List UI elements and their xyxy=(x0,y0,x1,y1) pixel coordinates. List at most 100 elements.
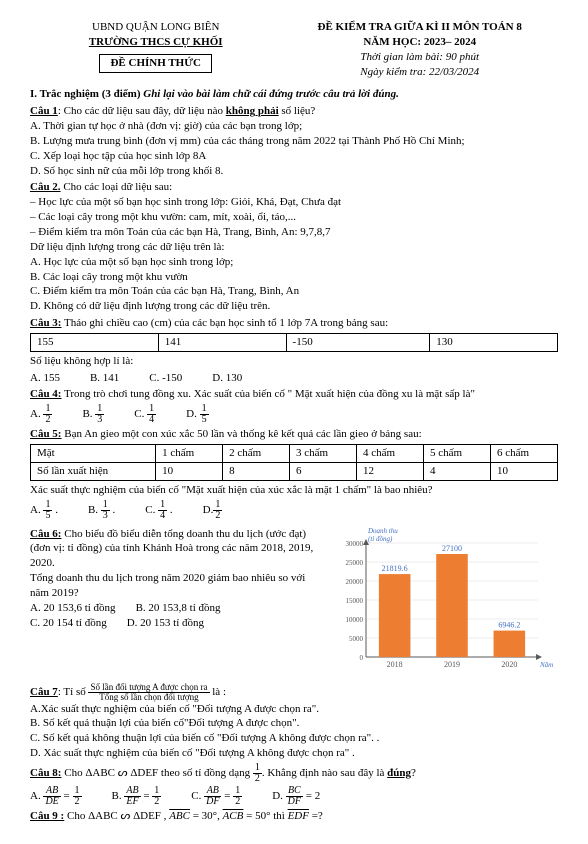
q5-b-d: 3 xyxy=(101,511,110,521)
q6-q: Tổng doanh thu du lịch trong năm 2020 gi… xyxy=(30,571,316,601)
q3-q: Số liệu không hợp lí là: xyxy=(30,354,558,369)
q6-a: A. 20 153,6 tỉ đồng xyxy=(30,601,116,616)
q5-r6: 10 xyxy=(490,462,557,480)
q4-c-d: 4 xyxy=(147,415,156,425)
svg-text:15000: 15000 xyxy=(346,597,364,605)
q3-table: 155 141 -150 130 xyxy=(30,333,558,352)
q2-text: Cho các loại dữ liệu sau: xyxy=(61,181,173,193)
q8-bf-d: EF xyxy=(124,797,140,807)
q8-text3: ? xyxy=(411,767,416,779)
q3-c3: 130 xyxy=(430,333,558,351)
q9-eq3: =? xyxy=(309,810,323,822)
svg-text:27100: 27100 xyxy=(442,544,462,553)
q1-d: D. Số học sinh nữ của mỗi lớp trong khối… xyxy=(30,164,558,179)
q8-d-l: D. xyxy=(272,790,285,802)
q5-a-n: 1 xyxy=(43,500,52,511)
q7-text2: là : xyxy=(212,686,226,698)
svg-text:2020: 2020 xyxy=(501,660,517,669)
svg-text:5000: 5000 xyxy=(349,635,364,643)
svg-text:2019: 2019 xyxy=(444,660,460,669)
svg-text:30000: 30000 xyxy=(346,540,364,548)
q3-c2: -150 xyxy=(286,333,430,351)
q7: Câu 7: Tỉ số Số lần đối tượng A được chọ… xyxy=(30,683,558,702)
q4-b-d: 3 xyxy=(95,415,104,425)
q5-h2: 2 chấm xyxy=(223,445,290,463)
q5-a-l: A. xyxy=(30,504,41,516)
svg-text:20000: 20000 xyxy=(346,578,364,586)
q8-text2: . Khẳng định nào sau đây là xyxy=(262,767,387,779)
q4-a-l: A. xyxy=(30,408,41,420)
q8-opts: A. ABDE = 12 B. ABEF = 12 C. ABDF = 12 D… xyxy=(30,786,558,807)
svg-text:10000: 10000 xyxy=(346,616,364,624)
exam-date: Ngày kiểm tra: 22/03/2024 xyxy=(281,65,558,80)
q8-k-d: 2 xyxy=(253,774,262,784)
q3-text: Tháo ghi chiều cao (cm) của các bạn học … xyxy=(61,317,388,329)
q8-label: Câu 8: xyxy=(30,767,61,779)
q8-ceq: = xyxy=(221,790,233,802)
q8-emph: đúng xyxy=(387,767,411,779)
q4-d: D. 15 xyxy=(186,404,208,425)
q8-av-d: 2 xyxy=(73,797,82,807)
q8-aeq: = xyxy=(61,790,73,802)
q1: Câu 1: Cho các dữ liệu sau đây, dữ liệu … xyxy=(30,104,558,119)
q1-label: Câu 1 xyxy=(30,105,58,117)
year: NĂM HỌC: 2023– 2024 xyxy=(281,35,558,50)
q8-bv-d: 2 xyxy=(152,797,161,807)
q5-d-n: 1 xyxy=(213,500,222,511)
q5-d: D.12 xyxy=(203,500,223,521)
q5-r0: Số lần xuất hiện xyxy=(31,462,156,480)
svg-text:2018: 2018 xyxy=(387,660,403,669)
q4-b-l: B. xyxy=(82,408,92,420)
q8-deq: = 2 xyxy=(303,790,320,802)
q8-c: C. ABDF = 12 xyxy=(191,786,242,807)
q8-df-d: DF xyxy=(286,797,303,807)
q5-h6: 6 chấm xyxy=(490,445,557,463)
exam-title: ĐỀ KIỂM TRA GIỮA KÌ II MÔN TOÁN 8 xyxy=(281,20,558,35)
q5-h4: 4 chấm xyxy=(357,445,424,463)
q8-text1: Cho ΔABC ᔕ ΔDEF theo số tỉ đồng dạng xyxy=(61,767,252,779)
q8-a-l: A. xyxy=(30,790,43,802)
district: UBND QUẬN LONG BIÊN xyxy=(30,20,281,35)
header: UBND QUẬN LONG BIÊN TRƯỜNG THCS CỰ KHỐI … xyxy=(30,20,558,79)
q5-r4: 12 xyxy=(357,462,424,480)
q9-ang2: ACB xyxy=(223,810,244,822)
q5-a-d: 5 xyxy=(43,511,52,521)
q2: Câu 2. Cho các loại dữ liệu sau: xyxy=(30,180,558,195)
q3-opts: A. 155 B. 141 C. -150 D. 130 xyxy=(30,371,558,386)
q3-d: D. 130 xyxy=(212,371,242,386)
q7-text1: : Tỉ số xyxy=(58,686,89,698)
q5-c-l: C. xyxy=(145,504,155,516)
q9: Câu 9 : Cho ΔABC ᔕ ΔDEF , ABC = 30°, ACB… xyxy=(30,809,558,824)
svg-text:Năm: Năm xyxy=(539,661,553,669)
q5-b-n: 1 xyxy=(101,500,110,511)
q6-text: Cho biểu đồ biểu diễn tổng doanh thu du … xyxy=(30,528,313,570)
q9-text1: Cho ΔABC ᔕ ΔDEF , xyxy=(64,810,169,822)
q5-q: Xác suất thực nghiệm của biến cố "Mặt xu… xyxy=(30,483,558,498)
q5-h3: 3 chấm xyxy=(290,445,357,463)
q4-a-d: 2 xyxy=(43,415,52,425)
q9-eq1: = 30°, xyxy=(190,810,223,822)
q5-h0: Mặt xyxy=(31,445,156,463)
q7-c: C. Số kết quả không thuận lợi của biến c… xyxy=(30,731,558,746)
q5-text: Bạn An gieo một con xúc xắc 50 lần và th… xyxy=(61,428,421,440)
revenue-chart: 050001000015000200002500030000Doanh thu(… xyxy=(328,525,558,675)
school: TRƯỜNG THCS CỰ KHỐI xyxy=(30,35,281,50)
q6-b: B. 20 153,8 tỉ đồng xyxy=(136,601,221,616)
q5-opts: A. 15 . B. 13 . C. 14 . D.12 xyxy=(30,500,558,521)
q5-d-d: 2 xyxy=(213,511,222,521)
q3-a: A. 155 xyxy=(30,371,60,386)
svg-text:Doanh thu: Doanh thu xyxy=(367,527,398,535)
q8-c-l: C. xyxy=(191,790,204,802)
q5: Câu 5: Bạn An gieo một con xúc xắc 50 lầ… xyxy=(30,427,558,442)
q7-label: Câu 7 xyxy=(30,686,58,698)
q3-label: Câu 3: xyxy=(30,317,61,329)
q6-d: D. 20 153 tỉ đồng xyxy=(127,616,204,631)
q9-ang3: EDF xyxy=(288,810,309,822)
q5-h5: 5 chấm xyxy=(423,445,490,463)
q4-d-l: D. xyxy=(186,408,197,420)
q3-b: B. 141 xyxy=(90,371,119,386)
q8-b-l: B. xyxy=(112,790,125,802)
q6: Câu 6: Cho biểu đồ biểu diễn tổng doanh … xyxy=(30,527,316,572)
svg-text:21819.6: 21819.6 xyxy=(382,564,408,573)
q5-r3: 6 xyxy=(290,462,357,480)
